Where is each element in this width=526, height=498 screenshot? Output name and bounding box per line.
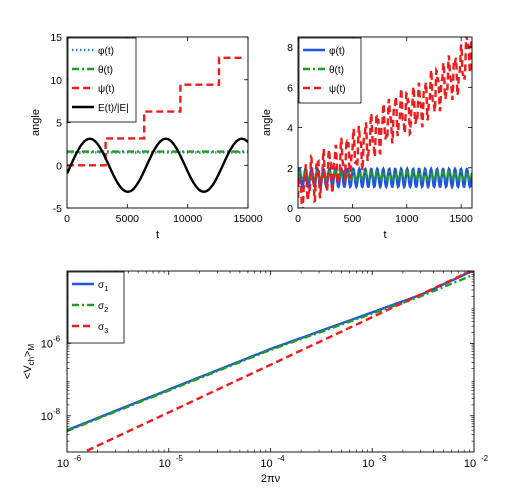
x-tick-label: 500 [344, 213, 362, 225]
y-tick-label: 0 [287, 203, 293, 215]
x-tick-label: 10000 [173, 213, 202, 225]
legend-label-name: θ(t) [329, 65, 344, 76]
panel-loglog-spectrum: 10 -6 10 -5 10 -4 10 -3 10 -210 -810 -62πν<Vch>Mσ1σ… [22, 270, 489, 485]
legend-label-3: ψ(t) [98, 84, 115, 95]
y-tick-label: -5 [53, 203, 62, 215]
legend-label-name: σ [98, 280, 105, 291]
y-tick-label: 4 [287, 123, 293, 135]
x-tick-label: 0 [295, 213, 301, 225]
legend-label-name: ψ(t) [98, 84, 115, 95]
legend: φ(t) θ(t) ψ(t) E(t)/|E| [67, 37, 137, 123]
y-axis-label-main: <V [22, 365, 34, 379]
legend-label-sub: 1 [104, 284, 108, 293]
legend-label-sub: 3 [104, 326, 108, 335]
y-tick-label: 10 [50, 75, 62, 87]
legend-box [67, 271, 125, 344]
panel-angles-short-time: 0 500 1000 1500 0 2 4 6 8 t angle φ(t) θ(t) ψ(t) [261, 36, 473, 241]
legend-label-name: φ(t) [98, 46, 114, 57]
x-tick-exponent: -2 [481, 454, 489, 463]
x-tick-exponent: -4 [278, 454, 286, 463]
legend-label-2: σ2 [98, 301, 108, 314]
legend-label-3: ψ(t) [329, 84, 346, 95]
legend-label-name: ψ(t) [329, 84, 346, 95]
series-line-2 [298, 170, 472, 182]
legend-label-3: σ3 [98, 322, 108, 335]
x-tick-exponent: -6 [74, 454, 82, 463]
legend: φ(t) θ(t) ψ(t) [298, 37, 362, 104]
y-axis-label-sub: ch [27, 357, 36, 365]
y-tick-label: 6 [287, 82, 293, 94]
x-tick-label: 10 [260, 458, 272, 470]
legend-label-name: σ [98, 301, 105, 312]
legend-label-name: E(t)/|E| [98, 103, 129, 114]
series-line-4 [67, 137, 248, 194]
x-axis-label: t [156, 229, 159, 241]
y-tick-exponent: -8 [53, 407, 61, 416]
y-tick-exponent: -6 [53, 334, 61, 343]
x-tick-label: 10 [159, 458, 171, 470]
legend-label-2: θ(t) [329, 65, 344, 76]
legend-label-1: φ(t) [329, 46, 345, 57]
panel-angles-long-time: 0 5000 10000 15000-5051015tangleφ(t)θ(t)ψ(t… [30, 32, 263, 241]
x-tick-label: 15000 [233, 213, 262, 225]
y-axis-label: angle [30, 109, 42, 136]
y-tick-label: 5 [56, 118, 62, 130]
series-line-3 [81, 271, 474, 452]
x-axis-label: 2πν [261, 473, 281, 485]
x-axis-label: t [383, 229, 386, 241]
y-tick-label: 15 [50, 32, 62, 44]
series-line-2 [67, 273, 474, 433]
x-tick-label: 10 [362, 458, 374, 470]
y-tick-label: 2 [287, 163, 293, 175]
legend-label-sub: 2 [104, 305, 108, 314]
x-tick-label: 5000 [116, 213, 140, 225]
axes-frame [297, 36, 473, 209]
x-tick-label: 10 [57, 458, 69, 470]
series-group [298, 37, 472, 208]
y-tick-label: 8 [287, 42, 293, 54]
x-tick-exponent: -3 [379, 454, 387, 463]
x-tick-label: 1500 [449, 213, 473, 225]
series-group [67, 271, 474, 452]
y-tick-label: 10 [41, 411, 53, 423]
legend-label-2: θ(t) [98, 65, 113, 76]
series-line-3 [67, 56, 246, 167]
y-axis-label-close: > [22, 351, 34, 357]
x-tick-label: 1000 [395, 213, 419, 225]
x-tick-label: 0 [64, 213, 70, 225]
legend-label-1: φ(t) [98, 46, 114, 57]
series-group [67, 56, 248, 194]
legend-label-4: E(t)/|E| [98, 103, 129, 114]
ticks: 0 500 1000 1500 0 2 4 6 8 [287, 37, 473, 225]
y-tick-label: 10 [41, 338, 53, 350]
x-tick-exponent: -5 [176, 454, 184, 463]
y-axis-label: angle [261, 109, 273, 136]
series-line-3 [298, 37, 472, 208]
legend-label-name: φ(t) [329, 46, 345, 57]
y-tick-label: 0 [56, 160, 62, 172]
y-axis-label: <Vch>M [22, 344, 36, 380]
legend-label-name: θ(t) [98, 65, 113, 76]
legend-label-1: σ1 [98, 280, 108, 293]
x-tick-label: 10 [464, 458, 476, 470]
y-axis-label-sub2: M [27, 344, 36, 351]
legend-label-name: σ [98, 322, 105, 333]
